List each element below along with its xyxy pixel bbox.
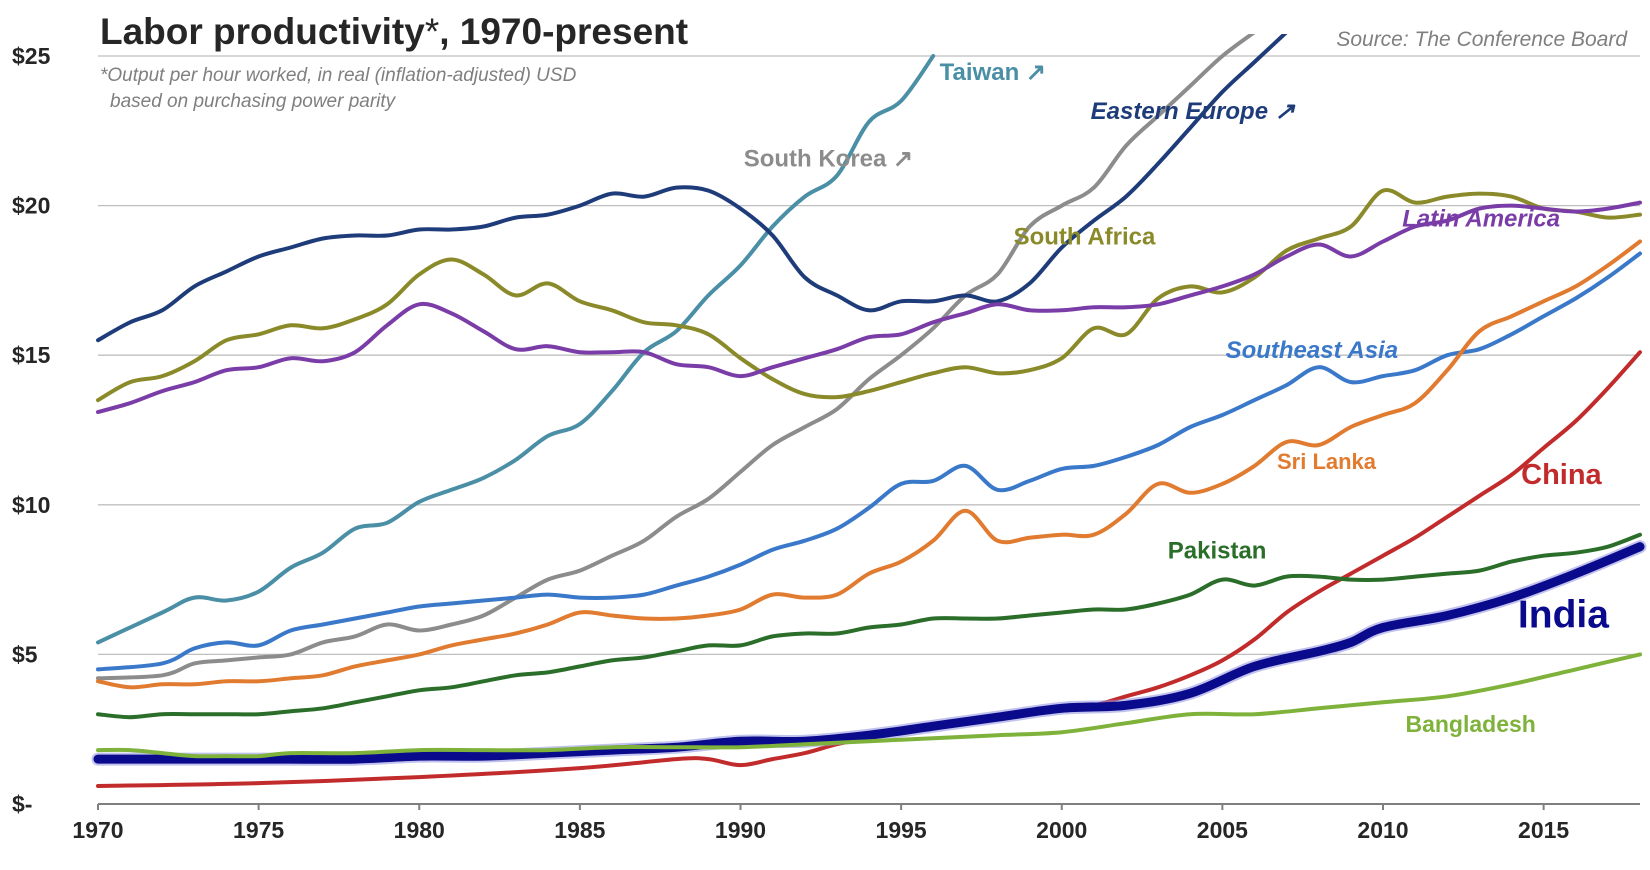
y-tick-label: $15 [12, 342, 51, 368]
x-tick-label: 2000 [1036, 817, 1087, 843]
chart-title-asterisk: * [425, 11, 439, 52]
series-label-taiwan: Taiwan ↗ [940, 59, 1046, 86]
series-line-bangladesh [96, 652, 1642, 759]
footnote-line-2: based on purchasing power parity [110, 91, 397, 112]
x-tick-label: 1990 [715, 817, 766, 843]
series-label-southeast-asia: Southeast Asia [1226, 337, 1399, 364]
chart-title-main: Labor productivity [100, 11, 425, 52]
series-line-eastern-europe [96, 34, 1288, 343]
series-line-south-korea [96, 34, 1256, 681]
footnote-line-1: *Output per hour worked, in real (inflat… [100, 65, 577, 86]
x-tick-label: 1985 [554, 817, 605, 843]
series-label-bangladesh: Bangladesh [1405, 711, 1535, 737]
series-line-sri-lanka [96, 239, 1642, 690]
source-note: Source: The Conference Board [1336, 28, 1628, 51]
series-line-pakistan [96, 532, 1642, 720]
y-tick-label: $5 [12, 641, 38, 667]
series-labels: Taiwan ↗ South Korea ↗ Eastern Europe ↗ Sou… [744, 59, 1610, 737]
x-tick-label: 1970 [72, 817, 123, 843]
x-tick-label: 2005 [1197, 817, 1248, 843]
grid-lines [98, 55, 1640, 656]
chart-title: Labor productivity*, 1970-present [100, 11, 688, 52]
x-tick-label: 1975 [233, 817, 284, 843]
x-tick-label: 1980 [394, 817, 445, 843]
series-label-pakistan: Pakistan [1168, 538, 1267, 565]
series-label-eastern-europe: Eastern Europe ↗ [1091, 98, 1296, 125]
y-tick-label: $20 [12, 193, 50, 219]
series-label-south-korea: South Korea ↗ [744, 146, 913, 173]
series-line-taiwan [96, 54, 936, 645]
y-tick-label: $10 [12, 492, 50, 518]
series-label-south-africa: South Africa [1014, 223, 1156, 250]
x-tick-label: 1995 [876, 817, 927, 843]
series-label-sri-lanka: Sri Lanka [1277, 449, 1377, 474]
y-tick-label: $- [12, 791, 32, 817]
series-label-china: China [1521, 459, 1602, 491]
chart-title-rest: , 1970-present [439, 11, 688, 52]
series-label-latin-america: Latin America [1402, 206, 1560, 233]
series-line-india [93, 542, 1645, 764]
y-tick-label: $25 [12, 43, 51, 69]
series-label-india: India [1518, 593, 1609, 636]
series-line-latin-america [96, 200, 1642, 414]
series-line-south-africa [96, 187, 1642, 403]
x-tick-label: 2010 [1357, 817, 1408, 843]
axes: $- $5 $10 $15 $20 $25 1970 1975 1980 1985 1990 1995… [12, 43, 1640, 843]
x-tick-label: 2015 [1518, 817, 1569, 843]
series-lines [91, 34, 1647, 788]
series-line-southeast-asia [96, 251, 1642, 672]
